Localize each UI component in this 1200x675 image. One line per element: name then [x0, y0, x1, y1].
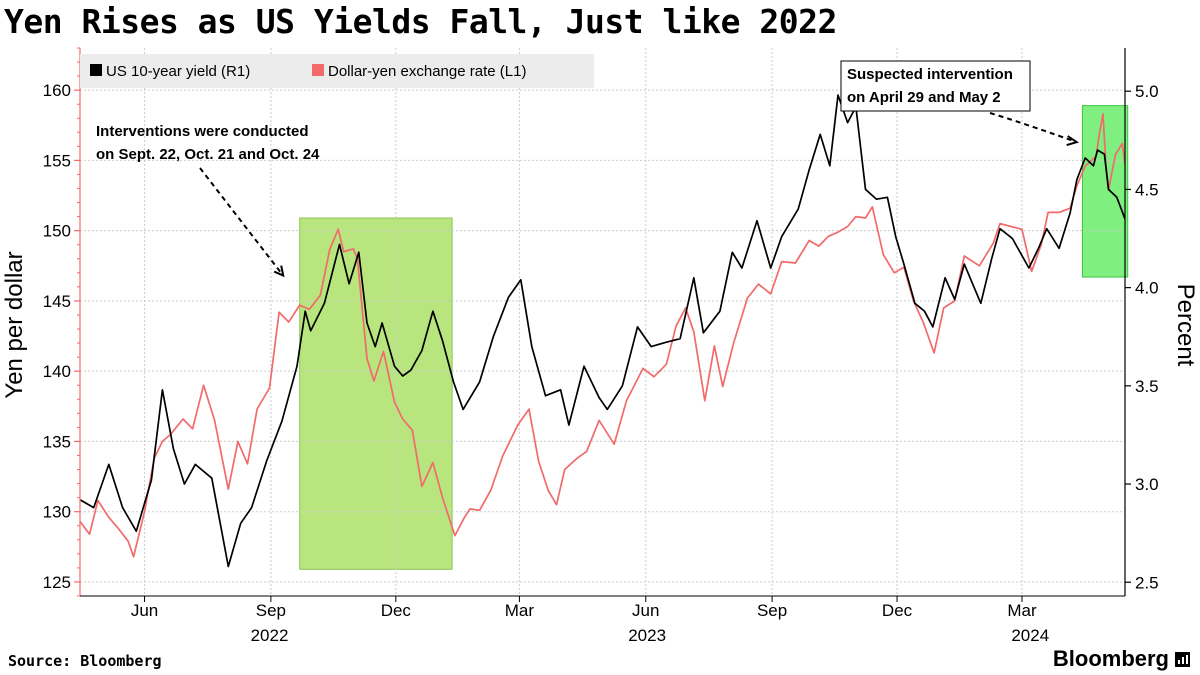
annotation-arrow-2024	[989, 112, 1078, 144]
bloomberg-logo-icon	[1175, 651, 1190, 667]
x-tick-label: Sep	[757, 601, 787, 620]
left-tick-label: 160	[43, 81, 71, 100]
series-line-us-10-year-yield	[80, 94, 1125, 568]
left-tick-label: 155	[43, 151, 71, 170]
legend-label-yield: US 10-year yield (R1)	[106, 63, 250, 80]
x-tick-label: Jun	[632, 601, 659, 620]
right-tick-label: 3.5	[1135, 377, 1159, 396]
right-tick-label: 5.0	[1135, 82, 1159, 101]
x-tick-label: Mar	[1007, 601, 1037, 620]
legend-swatch-yield	[90, 64, 102, 76]
series-line-dollar-yen	[80, 113, 1125, 558]
x-tick-label: Dec	[882, 601, 913, 620]
annotation-arrowhead-2022	[273, 265, 285, 278]
x-tick-label: Mar	[505, 601, 535, 620]
annotation-arrowhead-2024	[1066, 135, 1080, 147]
left-tick-label: 140	[43, 362, 71, 381]
legend-swatch-yen	[312, 64, 324, 76]
legend-background	[80, 54, 594, 88]
x-tick-label: Jun	[131, 601, 158, 620]
legend-label-yen: Dollar-yen exchange rate (L1)	[328, 63, 526, 80]
annotation-2024-line-1: Suspected intervention	[847, 66, 1013, 83]
right-tick-label: 4.0	[1135, 279, 1159, 298]
annotation-2022-line-2: on Sept. 22, Oct. 21 and Oct. 24	[96, 146, 320, 163]
x-year-label: 2024	[1011, 626, 1049, 645]
left-axis-title: Yen per dollar	[1, 251, 28, 398]
legend: US 10-year yield (R1) Dollar-yen exchang…	[80, 54, 594, 88]
left-tick-label: 125	[43, 573, 71, 592]
highlight-box	[1081, 105, 1129, 278]
left-tick-label: 150	[43, 222, 71, 241]
x-tick-label: Dec	[381, 601, 412, 620]
source-note: Source: Bloomberg	[8, 652, 162, 670]
highlight-box	[299, 217, 453, 570]
axes: 125 130 135 140 145 150 155 160 2.5 3.0 3.5 4.0 4.5 5…	[43, 47, 1159, 645]
x-year-label: 2023	[628, 626, 666, 645]
left-tick-label: 145	[43, 292, 71, 311]
annotation-arrows	[199, 112, 1080, 278]
right-axis-title: Percent	[1172, 284, 1199, 367]
gridlines	[80, 48, 1125, 596]
brand-name: Bloomberg	[1052, 646, 1169, 671]
x-tick-label: Sep	[256, 601, 286, 620]
right-tick-label: 4.5	[1135, 180, 1159, 199]
annotation-2024-box	[840, 60, 1031, 112]
annotations: Interventions were conducted on Sept. 22…	[96, 60, 1031, 163]
page-title: Yen Rises as US Yields Fall, Just like 2…	[4, 2, 837, 41]
x-year-label: 2022	[251, 626, 289, 645]
annotation-2024-line-2: on April 29 and May 2	[847, 89, 1001, 106]
highlight-boxes	[299, 105, 1129, 570]
series-lines	[80, 94, 1125, 568]
right-tick-label: 2.5	[1135, 573, 1159, 592]
annotation-2022-line-1: Interventions were conducted	[96, 123, 309, 140]
right-tick-label: 3.0	[1135, 475, 1159, 494]
left-tick-label: 130	[43, 503, 71, 522]
brand: Bloomberg	[1053, 646, 1190, 672]
annotation-arrow-2022	[199, 167, 284, 277]
left-tick-label: 135	[43, 432, 71, 451]
